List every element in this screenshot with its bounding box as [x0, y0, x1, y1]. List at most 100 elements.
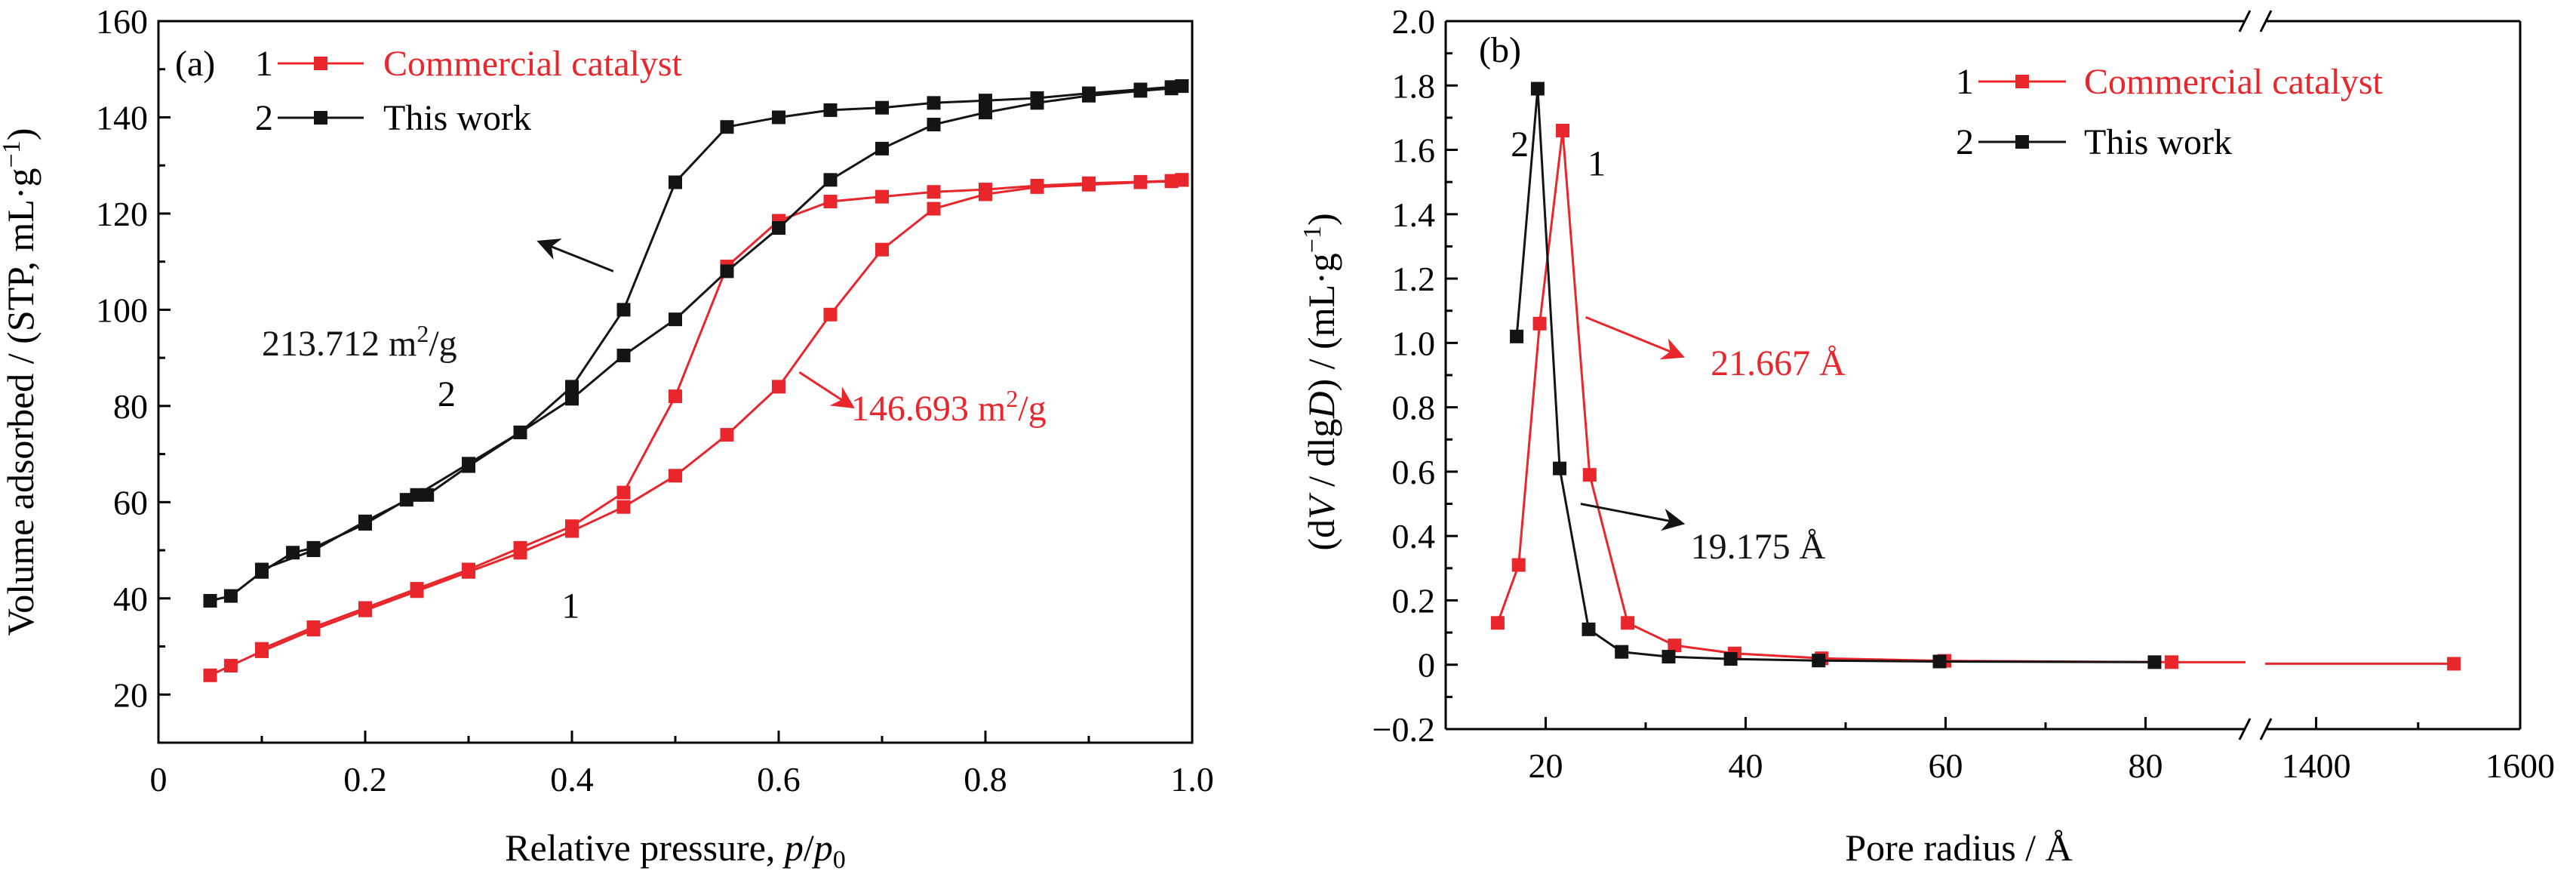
panel-a-legend-marker-1 [314, 57, 327, 70]
series-2-point [1553, 461, 1567, 475]
series-1-point [1133, 174, 1148, 189]
panel-b-annotation-arrow [1580, 503, 1686, 531]
panel-a-legend-name-1: Commercial catalyst [383, 44, 683, 84]
series-2-point [203, 593, 217, 608]
panel-b-plot-frame [1444, 10, 2522, 740]
panel-b-y-tick-label: 1.8 [1392, 66, 1436, 105]
series-1-desorption-line [261, 178, 1182, 651]
panel-a-x-tick-label: 0.2 [343, 760, 387, 799]
panel-a-x-tick-label: 1.0 [1170, 760, 1214, 799]
panel-a-x-tick-label: 0.6 [757, 760, 801, 799]
series-1-point [565, 519, 579, 534]
series-2-point [720, 120, 734, 134]
series-2-point [1812, 654, 1826, 668]
series-2-point [223, 589, 238, 603]
series-2-point [720, 264, 734, 279]
panel-a-annotation-arrow [536, 239, 614, 272]
panel-a-label: (a) [175, 44, 215, 84]
panel-b-y-tick-label: 1.2 [1392, 260, 1436, 298]
series-1-point [823, 307, 838, 322]
series-2-point [1175, 79, 1189, 94]
series-1-point [1082, 176, 1096, 190]
series-2-point [1030, 91, 1044, 105]
panel-b-annotations: 2 1 21.667 Å 19.175 Å [1511, 125, 1846, 567]
panel-b-axis-break-mark [2259, 10, 2273, 32]
panel-a-x-tick-label: 0.4 [550, 760, 594, 799]
panel-a-legend-marker-2 [314, 111, 327, 125]
series-1-adsorption-line [209, 178, 1182, 677]
series-2-point [1582, 622, 1596, 636]
series-1-point [616, 500, 631, 514]
series-2-point [823, 173, 838, 187]
panel-a-legend: 1 Commercial catalyst 2 This work [255, 44, 683, 138]
panel-a-y-axis-label: Volume adsorbed / (STP, mL·g−1) [0, 128, 41, 636]
panel-b-axis-ticks: 20 40 60 80 1400 1600 −0.2 0 0.2 0.4 0.6 0.8 1.0 1.2 1… [1373, 2, 2555, 785]
panel-a-legend-name-2: This work [383, 98, 531, 138]
series-2-point [306, 543, 321, 558]
panel-a-annotation-arrow [798, 371, 855, 409]
series-2-line [1515, 88, 2155, 663]
panel-b-y-tick-label: 0.6 [1392, 453, 1436, 491]
panel-b-curve-label-2: 2 [1511, 125, 1529, 165]
series-2-point [979, 106, 992, 120]
series-2-point [1164, 80, 1179, 94]
panel-b-x-tick-label: 40 [1729, 746, 1763, 785]
panel-b-y-tick-label: 0.2 [1392, 581, 1436, 620]
panel-a-y-tick-label: 160 [96, 2, 148, 41]
series-2-point [513, 425, 527, 439]
series-1-point [1030, 178, 1044, 192]
series-1-point [513, 540, 527, 555]
series-1-point [410, 582, 424, 596]
panel-b-x-tick-label: 80 [2129, 746, 2163, 785]
series-2-point [410, 488, 424, 502]
series-2-point [616, 348, 631, 362]
series-2-point [772, 110, 785, 125]
series-2-point [1661, 650, 1676, 664]
series-1-point [1175, 173, 1189, 187]
panel-b-y-tick-label: 1.0 [1392, 324, 1436, 362]
series-2-point [823, 103, 838, 117]
panel-b-y-tick-label: 0 [1418, 646, 1435, 685]
series-1-point [2447, 657, 2461, 671]
panel-b-y-tick-label: 2.0 [1392, 2, 1436, 41]
panel-b-x-axis-label: Pore radius / Å [1845, 826, 2072, 869]
series-1-point [358, 601, 372, 615]
panel-b-y-tick-label: 1.4 [1392, 195, 1436, 234]
series-2-point [927, 96, 941, 110]
panel-b-annotation-2: 19.175 Å [1691, 527, 1826, 567]
series-2-point [772, 221, 785, 235]
series-2-point [358, 514, 372, 528]
panel-b-label: (b) [1479, 30, 1521, 70]
panel-b-legend-num-1: 1 [1956, 62, 1974, 102]
panel-b-y-tick-label: 0.4 [1392, 517, 1436, 555]
panel-a-y-tick-label: 140 [96, 98, 148, 137]
series-1-point [1582, 468, 1597, 482]
panel-b-annotation-1: 21.667 Å [1711, 343, 1846, 383]
series-2-point [927, 118, 941, 132]
panel-b-legend-name-1: Commercial catalyst [2084, 62, 2384, 102]
series-1-point [875, 189, 889, 204]
series-2-point [875, 141, 889, 155]
panel-a-y-tick-label: 20 [113, 676, 148, 714]
series-1-point [1621, 616, 1635, 630]
panel-b-legend-marker-2 [2015, 135, 2029, 149]
series-2-point [1615, 645, 1629, 659]
panel-b-x-tick-label: 20 [1529, 746, 1563, 785]
panel-b-y-tick-label: 0.8 [1392, 389, 1436, 427]
series-1-point [2164, 655, 2178, 669]
series-2-point [875, 100, 889, 115]
panel-a-isotherm-chart: 0 0.2 0.4 0.6 0.8 1.0 20 40 60 80 100 120 140 160 1 2 2… [0, 2, 1214, 874]
series-2-point [462, 457, 475, 471]
panel-b-x-tick-label: 1600 [2485, 746, 2555, 785]
panel-a-legend-num-1: 1 [255, 44, 273, 84]
panel-a-x-tick-label: 0.8 [964, 760, 1007, 799]
panel-b-x-tick-label: 1400 [2282, 746, 2351, 785]
panel-b-legend-marker-1 [2015, 75, 2029, 88]
series-1-point [669, 389, 682, 404]
series-1-point [669, 469, 682, 483]
series-1-point [1532, 316, 1547, 331]
series-2-point [979, 94, 992, 108]
panel-a-y-tick-label: 40 [113, 580, 148, 618]
panel-b-legend-name-2: This work [2084, 122, 2232, 162]
